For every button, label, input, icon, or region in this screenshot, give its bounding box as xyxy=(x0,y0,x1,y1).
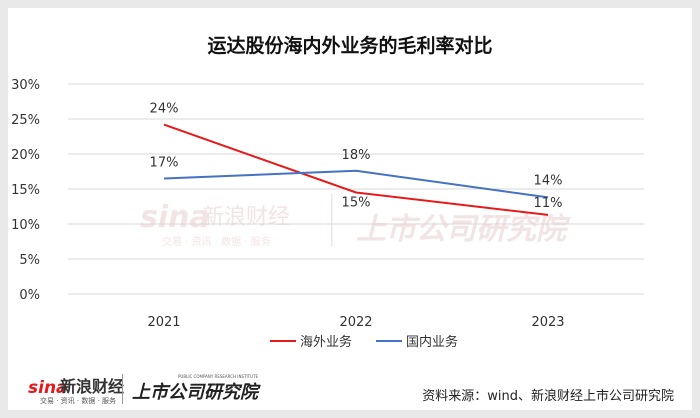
watermark-brand: sina xyxy=(140,200,210,235)
footer-logo: sina 新浪财经 交易 · 资讯 · 数据 · 服务 上市公司研究院 PUBL… xyxy=(28,374,261,405)
y-tick-label: 25% xyxy=(11,113,40,128)
footer-institute: 上市公司研究院 xyxy=(132,382,261,403)
y-tick-label: 15% xyxy=(11,183,40,198)
data-label: 11% xyxy=(534,196,563,211)
watermark: sina 新浪财经 交易 · 资讯 · 数据 · 服务 上市公司研究院 xyxy=(140,194,571,248)
source-note: 资料来源：wind、新浪财经上市公司研究院 xyxy=(422,388,674,404)
footer-institute-sub: PUBLIC COMPANY RESEARCH INSTITUTE xyxy=(178,374,258,379)
data-label: 18% xyxy=(342,148,371,163)
x-axis-ticks: 2021 2022 2023 xyxy=(147,315,564,330)
x-tick-label: 2022 xyxy=(339,315,372,330)
legend-label: 海外业务 xyxy=(300,334,352,350)
x-tick-label: 2023 xyxy=(531,315,564,330)
chart-svg: 运达股份海内外业务的毛利率对比 sina 新浪财经 交易 · 资讯 · 数据 ·… xyxy=(11,34,674,405)
grid-layer xyxy=(68,83,644,295)
legend-label: 国内业务 xyxy=(406,334,458,350)
y-tick-label: 30% xyxy=(11,78,40,93)
footer-logo-name: 新浪财经 xyxy=(60,377,124,396)
watermark-divider xyxy=(331,194,333,246)
data-label: 15% xyxy=(342,196,371,211)
y-tick-label: 5% xyxy=(19,253,40,268)
y-tick-label: 20% xyxy=(11,148,40,163)
y-tick-label: 10% xyxy=(11,218,40,233)
footer-logo-divider xyxy=(122,374,123,404)
series-layer xyxy=(163,123,549,216)
watermark-brand-name: 新浪财经 xyxy=(202,205,290,230)
y-tick-label: 0% xyxy=(19,288,40,303)
label-layer: 24% 15% 11% 17% 18% 14% xyxy=(150,102,563,211)
footer-logo-sub: 交易 · 资讯 · 数据 · 服务 xyxy=(40,396,116,405)
data-label: 14% xyxy=(534,173,563,188)
y-axis-ticks: 0% 5% 10% 15% 20% 25% 30% xyxy=(11,78,40,303)
watermark-institute: 上市公司研究院 xyxy=(356,212,571,247)
data-label: 17% xyxy=(150,156,179,171)
watermark-brand-sub: 交易 · 资讯 · 数据 · 服务 xyxy=(162,235,271,248)
data-label: 24% xyxy=(150,102,179,117)
chart-card: 运达股份海内外业务的毛利率对比 sina 新浪财经 交易 · 资讯 · 数据 ·… xyxy=(8,8,692,410)
x-tick-label: 2021 xyxy=(147,315,180,330)
chart-title: 运达股份海内外业务的毛利率对比 xyxy=(207,34,492,57)
footer-logo-brand: sina xyxy=(28,378,68,398)
legend: 海外业务 国内业务 xyxy=(270,334,458,350)
